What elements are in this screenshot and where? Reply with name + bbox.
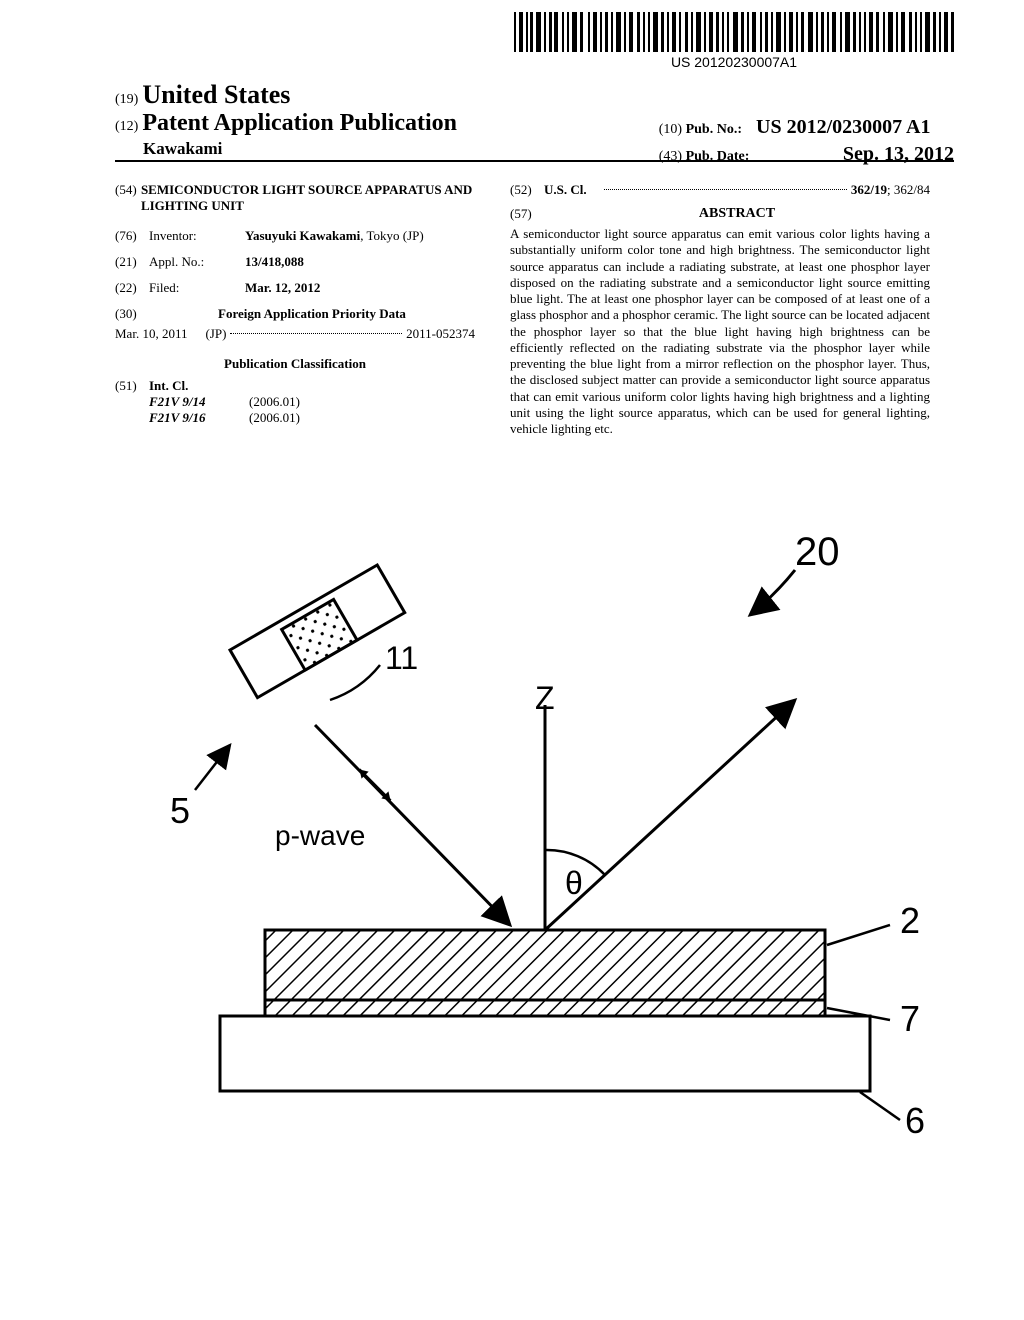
country-title: United States	[142, 80, 290, 109]
inventor-location: , Tokyo (JP)	[360, 228, 424, 243]
field-52-value2: ; 362/84	[887, 182, 930, 198]
field-21-value: 13/418,088	[245, 254, 475, 270]
intcl-1-year: (2006.01)	[249, 394, 300, 410]
right-header: (10) Pub. No.: US 2012/0230007 A1 (43) P…	[659, 116, 954, 166]
fig-label-5: 5	[170, 790, 190, 832]
inventor-name: Yasuyuki Kawakami	[245, 228, 360, 243]
intcl-2-year: (2006.01)	[249, 410, 300, 426]
field-57-code: (57)	[510, 206, 544, 226]
fig-label-11: 11	[385, 640, 418, 677]
fig-label-6: 6	[905, 1100, 925, 1142]
left-column: (54) SEMICONDUCTOR LIGHT SOURCE APPARATU…	[115, 182, 475, 426]
field-21-code: (21)	[115, 254, 149, 270]
field-52-code: (52)	[510, 182, 544, 198]
field-21-label: Appl. No.:	[149, 254, 245, 270]
figure-svg	[115, 530, 935, 1180]
foreign-priority-heading: Foreign Application Priority Data	[149, 306, 475, 322]
field-51-code: (51)	[115, 378, 149, 394]
field-76-code: (76)	[115, 228, 149, 244]
code-19: (19)	[115, 92, 138, 107]
pub-no-value: US 2012/0230007 A1	[756, 116, 930, 138]
right-column: (52) U.S. Cl. 362/19 ; 362/84 (57) ABSTR…	[510, 182, 930, 437]
priority-country: (JP)	[205, 326, 226, 342]
intcl-1-code: F21V 9/14	[149, 394, 249, 410]
field-22-code: (22)	[115, 280, 149, 296]
fig-label-2: 2	[900, 900, 920, 942]
invention-title: SEMICONDUCTOR LIGHT SOURCE APPARATUS AND…	[141, 182, 475, 214]
abstract-title: ABSTRACT	[544, 206, 930, 222]
barcode-section: US 20120230007A1	[514, 12, 954, 70]
pub-no-label: Pub. No.:	[686, 122, 742, 137]
classification-heading: Publication Classification	[115, 356, 475, 372]
field-76-label: Inventor:	[149, 228, 245, 244]
fig-label-20: 20	[795, 530, 840, 575]
field-54-code: (54)	[115, 182, 141, 214]
code-10: (10)	[659, 122, 682, 137]
barcode	[514, 12, 954, 52]
field-22-label: Filed:	[149, 280, 245, 296]
priority-dotted-leader	[230, 333, 402, 334]
doc-type-title: Patent Application Publication	[142, 110, 457, 136]
field-30-code: (30)	[115, 306, 149, 322]
fig-label-7: 7	[900, 998, 920, 1040]
barcode-number: US 20120230007A1	[514, 54, 954, 70]
header-rule	[115, 160, 954, 162]
field-22-value: Mar. 12, 2012	[245, 280, 475, 296]
priority-number: 2011-052374	[406, 326, 475, 342]
field-52-label: U.S. Cl.	[544, 182, 600, 198]
field-52-value: 362/19	[851, 182, 887, 198]
fig-label-Z: Z	[535, 680, 555, 717]
patent-figure: 20 11 5 Z p-wave θ 2 7 6	[115, 530, 935, 1180]
intcl-2-code: F21V 9/16	[149, 410, 249, 426]
abstract-text: A semiconductor light source apparatus c…	[510, 226, 930, 437]
field-76-value: Yasuyuki Kawakami, Tokyo (JP)	[245, 228, 475, 244]
priority-date: Mar. 10, 2011	[115, 326, 187, 342]
code-12: (12)	[115, 119, 138, 134]
fig-label-theta: θ	[565, 865, 583, 902]
uscl-dotted-leader	[604, 189, 847, 190]
fig-label-pwave: p-wave	[275, 820, 365, 852]
field-51-label: Int. Cl.	[149, 378, 188, 394]
